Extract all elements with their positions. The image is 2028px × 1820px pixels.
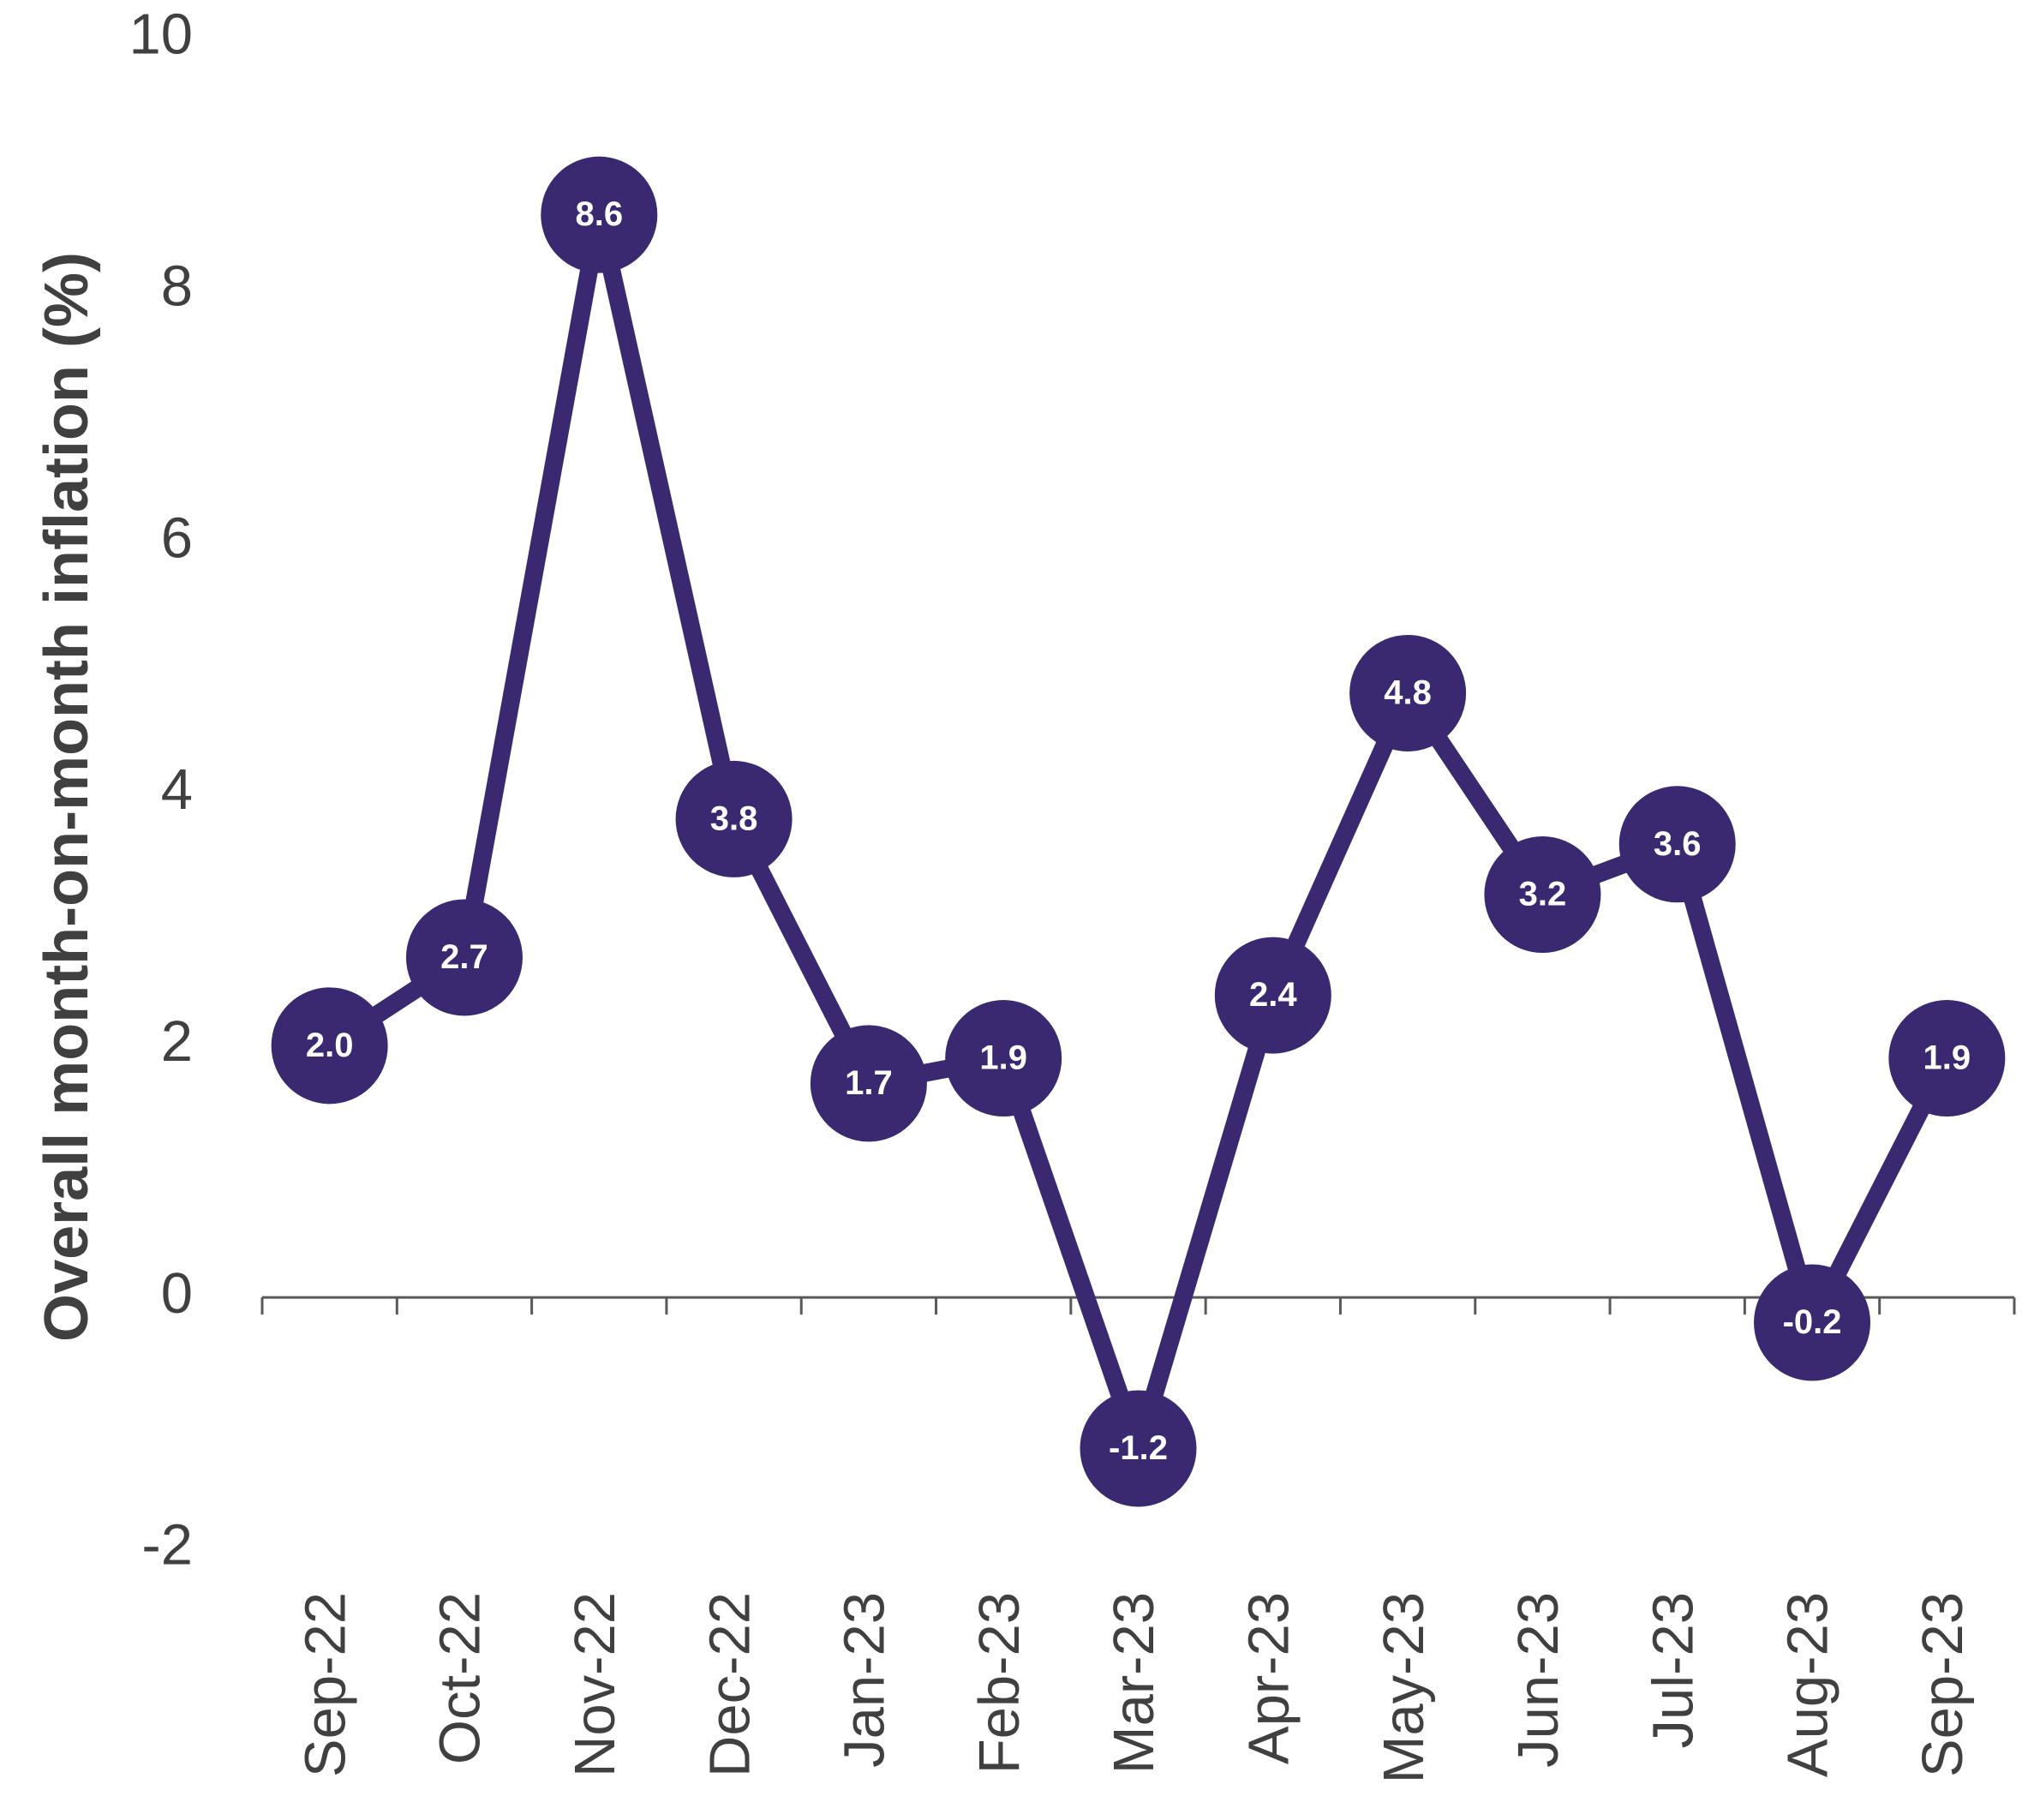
data-label: 3.6 [1654,825,1702,863]
x-tick-label: Sep-22 [293,1592,357,1777]
data-label: 2.0 [306,1027,354,1064]
y-tick-label: 10 [129,3,193,67]
y-tick-label: 2 [161,1009,193,1074]
x-tick-label: Aug-23 [1776,1592,1840,1777]
y-axis-title: Overall month-on-month inflation (%) [33,252,101,1342]
marker [1214,937,1331,1054]
data-label: 3.2 [1519,876,1567,913]
data-label: 1.9 [1923,1039,1971,1077]
y-tick-label: 0 [161,1261,193,1326]
data-label: 3.8 [710,799,758,837]
marker [1754,1264,1871,1381]
marker [1484,836,1601,954]
data-label: 8.6 [575,195,623,233]
data-label: 1.7 [845,1064,893,1102]
x-tick-label: Jan-23 [833,1592,897,1768]
x-tick-label: Apr-23 [1237,1592,1301,1764]
y-tick-label: 4 [161,757,193,822]
y-tick-label: -2 [141,1513,193,1578]
marker [1618,786,1736,903]
x-tick-label: Nov-22 [563,1592,627,1777]
data-label: 2.7 [440,938,488,976]
marker [271,987,388,1105]
x-tick-label: Jul-23 [1641,1592,1705,1748]
x-tick-label: Sep-23 [1911,1592,1975,1777]
y-tick-label: 6 [161,506,193,570]
marker [541,156,658,273]
x-tick-label: Feb-23 [967,1592,1032,1774]
x-tick-label: Mar-23 [1102,1592,1166,1774]
data-label: -0.2 [1783,1303,1842,1341]
y-tick-label: 8 [161,254,193,319]
data-label: -1.2 [1109,1429,1168,1467]
data-label: 4.8 [1384,674,1432,712]
marker [675,760,793,877]
x-tick-label: May-23 [1372,1592,1436,1783]
x-tick-label: Jun-23 [1506,1592,1570,1768]
marker [1349,634,1467,751]
marker [1888,1000,2006,1117]
x-tick-label: Dec-22 [697,1592,762,1777]
marker [945,1000,1062,1117]
data-label: 1.9 [979,1039,1027,1077]
marker [405,899,523,1016]
marker [810,1025,927,1142]
x-tick-label: Oct-22 [428,1592,493,1764]
data-label: 2.4 [1249,976,1297,1014]
marker [1080,1390,1197,1507]
